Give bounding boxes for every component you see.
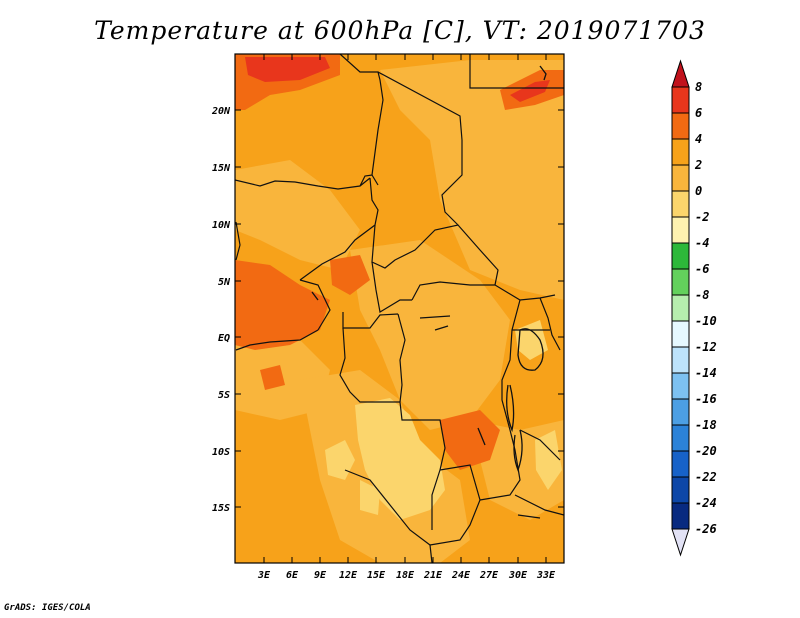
colorbar-label: -18 <box>695 418 717 432</box>
colorbar-swatch <box>671 138 690 166</box>
colorbar-label: -10 <box>695 314 717 328</box>
lon-label: 21E <box>423 570 443 581</box>
colorbar-swatch <box>671 320 690 348</box>
colorbar-label: -14 <box>695 366 717 380</box>
colorbar-label: -12 <box>695 340 717 354</box>
colorbar-label: 0 <box>695 184 702 198</box>
chart-title: Temperature at 600hPa [C], VT: 201907170… <box>94 16 706 45</box>
colorbar-under-arrow <box>671 528 690 557</box>
lon-label: 24E <box>451 570 471 581</box>
colorbar-label: -4 <box>695 236 709 250</box>
latitude-axis: 20N 15N 10N 5N EQ 5S 10S 15S <box>211 106 564 514</box>
colorbar-swatch <box>671 502 690 530</box>
colorbar-swatch <box>671 268 690 296</box>
grads-credit: GrADS: IGES/COLA <box>4 603 91 613</box>
colorbar-swatch <box>671 190 690 218</box>
lat-label: 20N <box>211 106 231 117</box>
lon-label: 33E <box>536 570 556 581</box>
colorbar-swatch <box>671 294 690 322</box>
colorbar-label: -20 <box>695 444 717 458</box>
lat-label: 5N <box>218 277 231 288</box>
lon-label: 15E <box>367 570 386 581</box>
colorbar-swatch <box>671 450 690 478</box>
country-borders <box>235 54 564 563</box>
lat-label: 15N <box>212 163 231 174</box>
colorbar-swatch <box>671 242 690 270</box>
lat-label: 10S <box>212 447 230 458</box>
colorbar-label: 4 <box>695 132 702 146</box>
colorbar: 8 6 4 2 0 -2 -4 -6 -8 -10 -12 -14 -16 -18 -20 -22 -24 -26 <box>671 59 717 557</box>
colorbar-over-arrow <box>671 59 690 88</box>
lon-label: 12E <box>339 570 358 581</box>
lat-label: 15S <box>212 503 230 514</box>
lat-label: EQ <box>218 333 230 344</box>
colorbar-label: -22 <box>695 470 717 484</box>
colorbar-swatch <box>671 372 690 400</box>
colorbar-swatch <box>671 112 690 140</box>
colorbar-swatch <box>671 398 690 426</box>
colorbar-swatch <box>671 346 690 374</box>
colorbar-label: -24 <box>695 496 717 510</box>
colorbar-label: -8 <box>695 288 709 302</box>
colorbar-label: -26 <box>695 522 717 536</box>
temperature-field <box>235 54 564 563</box>
colorbar-label: -2 <box>695 210 709 224</box>
lon-label: 9E <box>314 570 327 581</box>
lon-label: 6E <box>286 570 299 581</box>
lat-label: 5S <box>218 390 230 401</box>
colorbar-label: 2 <box>694 158 702 172</box>
lon-label: 30E <box>508 570 528 581</box>
map-frame <box>234 53 565 564</box>
colorbar-swatch <box>671 476 690 504</box>
colorbar-swatch <box>671 424 690 452</box>
colorbar-swatch <box>671 164 690 192</box>
colorbar-label: -6 <box>695 262 709 276</box>
colorbar-swatch <box>671 86 690 114</box>
colorbar-label: 6 <box>695 106 702 120</box>
longitude-axis: 3E 6E 9E 12E 15E 18E 21E 24E 27E 30E 33E <box>257 54 556 581</box>
colorbar-label: -16 <box>695 392 717 406</box>
lon-label: 18E <box>396 570 415 581</box>
colorbar-label: 8 <box>695 80 702 94</box>
lat-label: 10N <box>212 220 231 231</box>
lon-label: 3E <box>257 570 271 581</box>
lakes <box>311 65 547 519</box>
lon-label: 27E <box>479 570 499 581</box>
colorbar-swatch <box>671 216 690 244</box>
